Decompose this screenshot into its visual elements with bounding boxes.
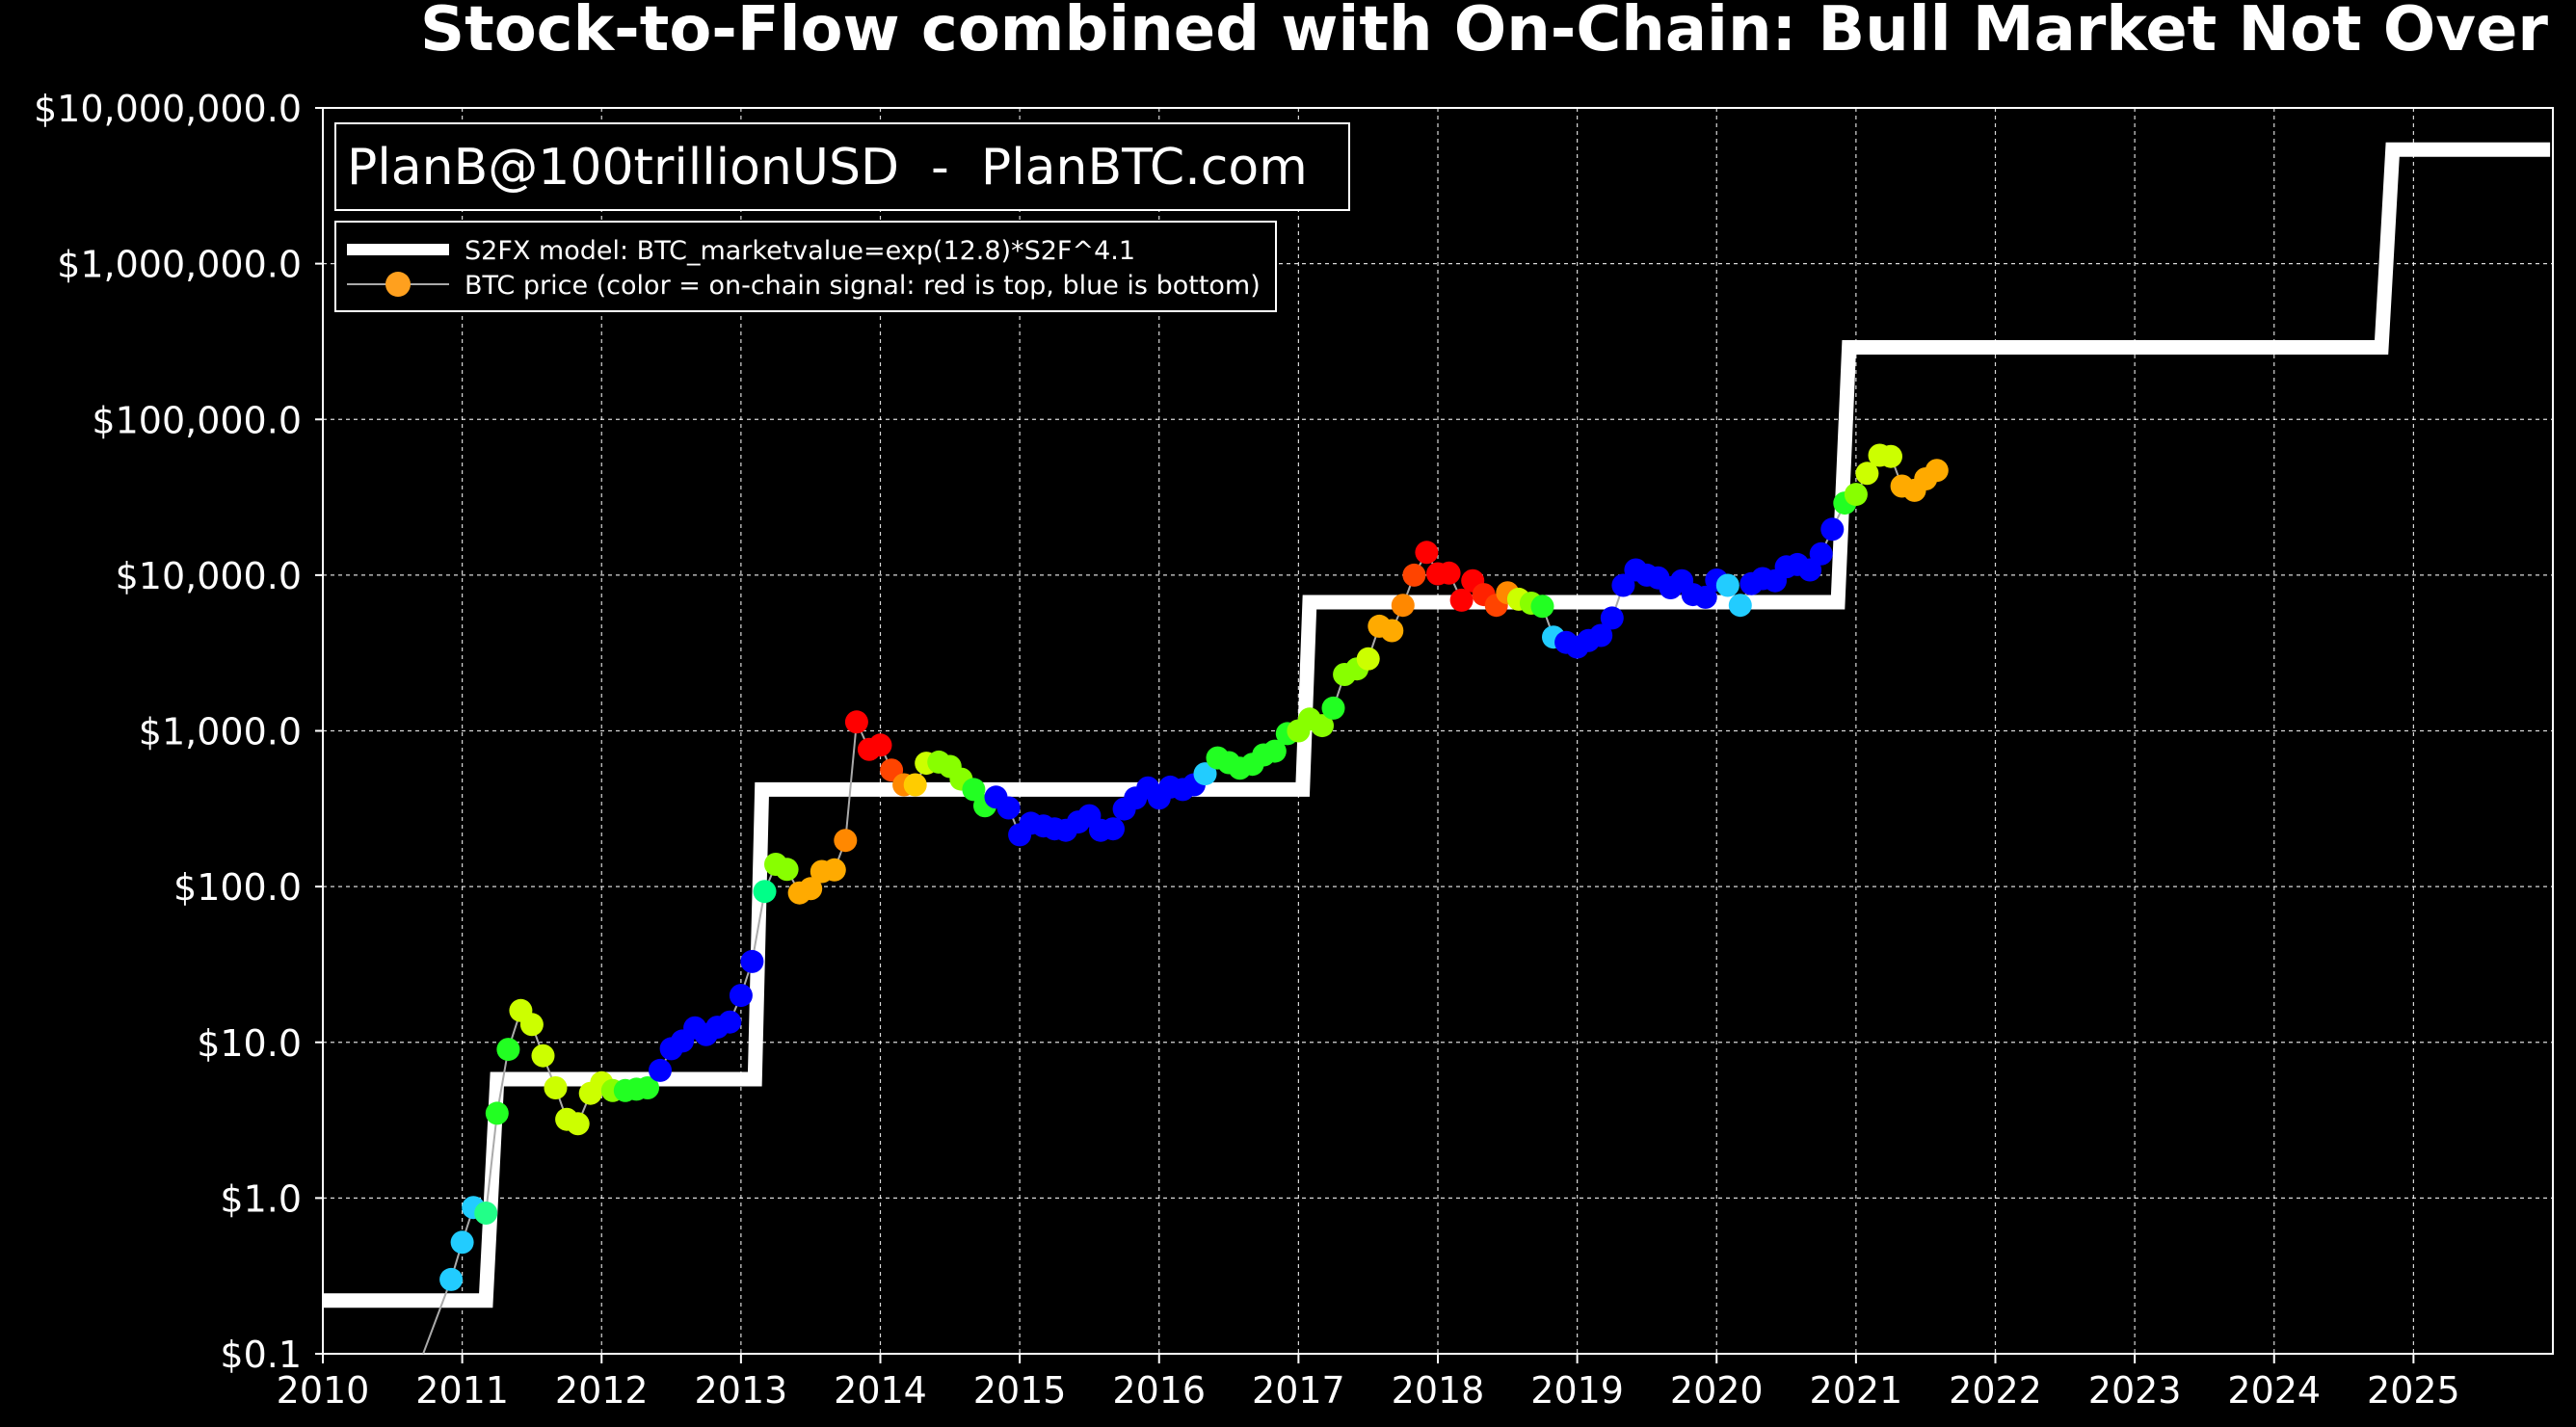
- x-tick-label: 2015: [973, 1369, 1067, 1412]
- x-tick-label: 2025: [2367, 1369, 2460, 1412]
- btc-price-point: [844, 710, 868, 734]
- legend: S2FX model: BTC_marketvalue=exp(12.8)*S2…: [334, 221, 1277, 312]
- btc-price-point: [531, 1044, 555, 1068]
- btc-price-point: [1844, 483, 1868, 507]
- btc-price-point: [1415, 541, 1439, 565]
- btc-price-point: [1728, 594, 1752, 618]
- btc-price-point: [485, 1101, 509, 1125]
- btc-price-point: [636, 1076, 659, 1099]
- btc-price-point: [474, 1202, 498, 1225]
- btc-price-point: [1879, 444, 1902, 468]
- y-tick-label: $1,000.0: [139, 711, 302, 753]
- btc-price-point: [753, 880, 777, 904]
- btc-price-point: [1193, 762, 1217, 786]
- x-tick-label: 2021: [1810, 1369, 1903, 1412]
- btc-price-point: [1321, 696, 1345, 720]
- y-tick-label: $10,000.0: [116, 555, 302, 597]
- x-tick-label: 2023: [2088, 1369, 2182, 1412]
- x-tick-label: 2019: [1530, 1369, 1624, 1412]
- y-tick-label: $10,000,000.0: [34, 88, 302, 130]
- btc-price-point: [519, 1013, 544, 1037]
- btc-price-point: [1356, 647, 1380, 671]
- x-tick-label: 2013: [695, 1369, 788, 1412]
- btc-price-point: [1311, 714, 1334, 738]
- btc-price-point: [903, 773, 927, 797]
- legend-price-swatch-marker: [385, 272, 411, 297]
- x-tick-label: 2017: [1252, 1369, 1345, 1412]
- x-tick-label: 2020: [1670, 1369, 1764, 1412]
- btc-price-point: [1611, 573, 1635, 597]
- legend-model-label: S2FX model: BTC_marketvalue=exp(12.8)*S2…: [465, 236, 1135, 266]
- x-tick-label: 2024: [2227, 1369, 2321, 1412]
- y-tick-label: $1.0: [220, 1177, 302, 1220]
- btc-price-point: [718, 1010, 742, 1034]
- btc-price-point: [868, 733, 892, 757]
- btc-price-point: [649, 1058, 672, 1082]
- btc-price-point: [496, 1038, 520, 1062]
- btc-price-point: [1262, 739, 1287, 763]
- btc-price-point: [996, 796, 1021, 820]
- x-tick-label: 2010: [277, 1369, 370, 1412]
- x-axis: 2010 2011 2012 2013 2014 2015 2016 2017 2018 2019…: [277, 1354, 2460, 1412]
- btc-price-point: [729, 984, 753, 1008]
- btc-price-point: [450, 1230, 474, 1255]
- y-tick-label: $1,000,000.0: [57, 244, 302, 286]
- btc-price-point: [1380, 619, 1404, 643]
- btc-price-point: [1600, 606, 1624, 630]
- credit-text: PlanB@100trillionUSD - PlanBTC.com: [347, 139, 1308, 197]
- btc-price-point: [566, 1112, 590, 1136]
- y-tick-label: $100,000.0: [92, 399, 302, 441]
- btc-price-point: [775, 858, 799, 882]
- btc-price-point: [1530, 595, 1554, 619]
- x-tick-label: 2022: [1949, 1369, 2042, 1412]
- btc-price-point: [439, 1267, 464, 1291]
- btc-price-series: [422, 443, 1949, 1355]
- y-axis: $0.1 $1.0 $10.0 $100.0 $1,000.0 $10,000.0 $100…: [34, 88, 323, 1376]
- btc-price-point: [962, 778, 986, 802]
- y-tick-label: $100.0: [173, 866, 302, 909]
- btc-price-points: [439, 443, 1949, 1291]
- btc-price-point: [1798, 558, 1822, 582]
- x-tick-label: 2018: [1392, 1369, 1485, 1412]
- x-tick-label: 2012: [555, 1369, 649, 1412]
- y-tick-label: $10.0: [197, 1022, 302, 1065]
- btc-price-point: [799, 877, 823, 901]
- legend-price-label: BTC price (color = on-chain signal: red …: [465, 271, 1261, 301]
- btc-price-point: [1589, 623, 1613, 647]
- btc-price-point: [834, 829, 858, 853]
- btc-price-point: [1693, 585, 1717, 609]
- btc-price-point: [1925, 459, 1949, 483]
- credit-box: PlanB@100trillionUSD - PlanBTC.com: [334, 122, 1350, 211]
- y-tick-label: $0.1: [220, 1334, 302, 1376]
- btc-price-point: [1855, 462, 1879, 486]
- x-tick-label: 2011: [415, 1369, 509, 1412]
- btc-price-point: [1449, 588, 1474, 612]
- btc-price-point: [740, 949, 764, 973]
- btc-price-point: [1820, 517, 1845, 542]
- legend-frame: [334, 221, 1277, 312]
- x-tick-label: 2014: [834, 1369, 927, 1412]
- btc-price-point: [1102, 817, 1125, 841]
- btc-price-point: [1809, 542, 1833, 566]
- chart-title: Stock-to-Flow combined with On-Chain: Bu…: [420, 0, 2548, 66]
- credit-box-frame: [334, 122, 1350, 211]
- btc-price-point: [822, 858, 846, 882]
- btc-price-point: [1715, 573, 1739, 597]
- btc-price-point: [544, 1076, 568, 1099]
- x-tick-label: 2016: [1112, 1369, 1206, 1412]
- btc-price-point: [1402, 563, 1426, 587]
- btc-price-point: [1391, 594, 1415, 618]
- btc-price-point: [1437, 561, 1461, 585]
